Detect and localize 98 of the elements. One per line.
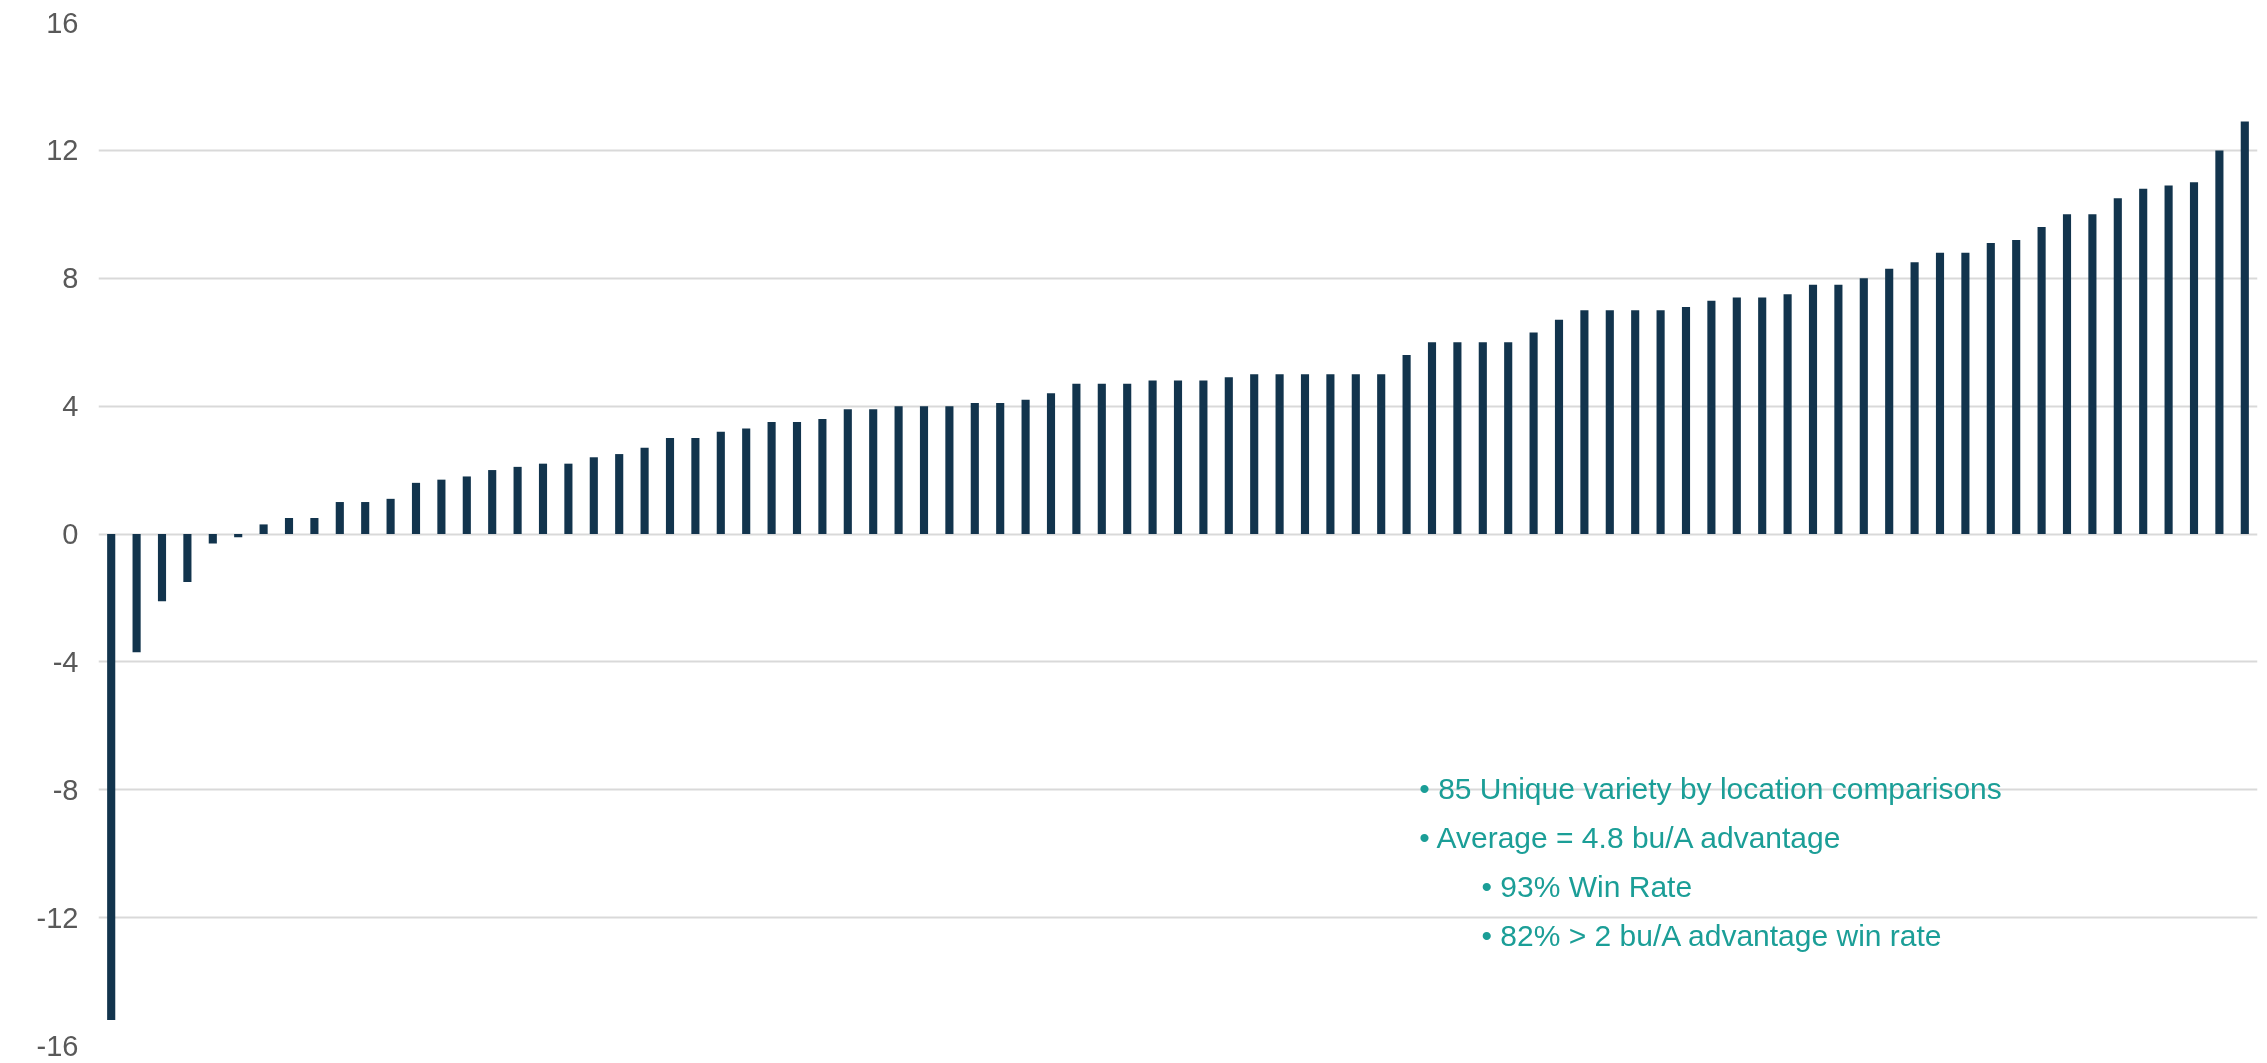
bar bbox=[107, 534, 116, 1020]
y-tick-label: -4 bbox=[52, 645, 79, 678]
bar bbox=[2215, 150, 2224, 534]
y-tick-label: 8 bbox=[62, 262, 79, 295]
bar bbox=[564, 463, 573, 534]
bar bbox=[1275, 374, 1284, 534]
bar bbox=[894, 406, 903, 534]
annotation: • 85 Unique variety by location comparisons bbox=[1419, 772, 2002, 805]
bar bbox=[1453, 342, 1462, 534]
bar bbox=[1935, 252, 1945, 534]
bar bbox=[1605, 310, 1614, 534]
bar bbox=[1961, 252, 1970, 534]
y-tick-label: -12 bbox=[36, 901, 79, 934]
bar bbox=[1377, 374, 1386, 534]
y-tick-label: -16 bbox=[36, 1029, 79, 1062]
bar bbox=[1986, 243, 1995, 534]
bar bbox=[742, 428, 751, 534]
bar bbox=[1554, 319, 1564, 534]
bar bbox=[411, 482, 421, 534]
y-tick-label: 4 bbox=[62, 390, 79, 423]
bar bbox=[2012, 239, 2021, 534]
bar bbox=[1758, 297, 1767, 534]
bar bbox=[513, 466, 522, 534]
bar bbox=[945, 406, 954, 534]
bar bbox=[132, 534, 141, 653]
bar bbox=[1859, 278, 1868, 534]
bar bbox=[1656, 310, 1665, 534]
bar bbox=[2062, 214, 2072, 534]
bar bbox=[1046, 393, 1056, 534]
bar bbox=[259, 524, 268, 534]
bar bbox=[1783, 294, 1792, 534]
bar bbox=[2189, 182, 2199, 534]
bar bbox=[1707, 300, 1716, 534]
bar bbox=[970, 402, 979, 534]
bar bbox=[716, 431, 725, 534]
bar bbox=[488, 470, 497, 534]
annotation: • 82% > 2 bu/A advantage win rate bbox=[1481, 919, 1942, 952]
bar bbox=[462, 476, 471, 534]
bar bbox=[1250, 374, 1259, 534]
bar bbox=[640, 447, 649, 534]
bar bbox=[538, 463, 548, 534]
bar bbox=[208, 534, 217, 544]
bar bbox=[1224, 377, 1233, 534]
bar bbox=[665, 438, 675, 534]
bar bbox=[1173, 380, 1183, 534]
bar bbox=[437, 479, 446, 534]
y-tick-label: 0 bbox=[62, 518, 79, 550]
annotation: • 93% Win Rate bbox=[1481, 870, 1693, 903]
bar bbox=[792, 422, 802, 534]
bar bbox=[157, 534, 167, 602]
bar bbox=[2139, 188, 2148, 534]
bar bbox=[1097, 383, 1106, 534]
bar bbox=[2037, 227, 2046, 534]
bar bbox=[1123, 383, 1132, 534]
bar bbox=[1326, 374, 1335, 534]
bar bbox=[1148, 380, 1157, 534]
bar bbox=[1072, 383, 1081, 534]
bar bbox=[183, 534, 192, 582]
bar bbox=[2240, 121, 2249, 534]
bar bbox=[1300, 374, 1310, 534]
bar bbox=[1427, 342, 1437, 534]
bar bbox=[1021, 399, 1030, 534]
bar bbox=[1529, 332, 1538, 534]
y-tick-label: -8 bbox=[52, 773, 79, 806]
y-tick-label: 16 bbox=[46, 6, 79, 39]
bar bbox=[1732, 297, 1741, 534]
bar bbox=[2088, 214, 2097, 534]
bar bbox=[1351, 374, 1360, 534]
bar bbox=[1808, 284, 1818, 534]
bar bbox=[1580, 310, 1589, 534]
bar bbox=[1631, 310, 1640, 534]
bar bbox=[767, 422, 776, 534]
bar bbox=[869, 409, 878, 534]
bar bbox=[361, 502, 370, 534]
bar bbox=[1199, 380, 1208, 534]
bar bbox=[996, 402, 1005, 534]
bar bbox=[843, 409, 852, 534]
bar bbox=[284, 518, 294, 534]
bar bbox=[691, 438, 700, 534]
bar bbox=[589, 457, 598, 534]
bar bbox=[1910, 262, 1919, 534]
annotation: • Average = 4.8 bu/A advantage bbox=[1419, 821, 1841, 854]
bar bbox=[1885, 268, 1894, 534]
bar bbox=[919, 406, 929, 534]
bar bbox=[335, 502, 344, 534]
bar bbox=[1402, 354, 1411, 534]
bar bbox=[1834, 284, 1843, 534]
bar bbox=[1504, 342, 1513, 534]
bar bbox=[615, 454, 624, 534]
bar bbox=[386, 498, 395, 534]
bar bbox=[818, 418, 827, 534]
bar bbox=[2164, 185, 2173, 534]
bar bbox=[2113, 198, 2122, 534]
bar bbox=[1478, 342, 1487, 534]
bar bbox=[310, 518, 319, 534]
bar bbox=[234, 534, 243, 538]
bar bbox=[1681, 307, 1691, 534]
y-tick-label: 12 bbox=[46, 134, 79, 167]
